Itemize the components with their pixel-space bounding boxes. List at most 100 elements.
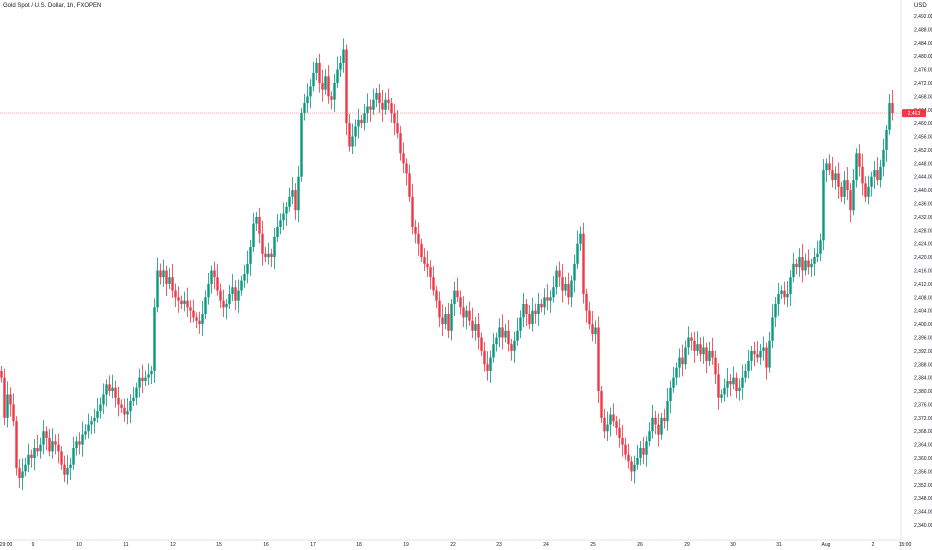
candle-body (189, 307, 192, 311)
candle-body (426, 263, 429, 268)
candle-body (858, 153, 861, 167)
candle-body (585, 293, 588, 311)
candle-body (669, 387, 672, 402)
candle-body (33, 447, 36, 459)
y-tick-label: 2,488.00 (914, 27, 932, 33)
candle-body (438, 300, 441, 318)
candle-body (735, 377, 738, 392)
candle-body (654, 417, 657, 425)
candle-body (873, 170, 876, 177)
candle-body (750, 350, 753, 361)
x-tick-label: 15:00 (899, 542, 912, 548)
candle-body (696, 344, 699, 351)
candle-body (477, 324, 480, 338)
x-tick-label: 2 (872, 542, 875, 548)
candle-body (600, 391, 603, 418)
candle-body (534, 310, 537, 315)
candle-body (546, 297, 549, 301)
candle-body (243, 273, 246, 281)
candle-body (435, 290, 438, 301)
candle-body (549, 297, 552, 301)
candle-body (825, 163, 828, 171)
candle-body (645, 441, 648, 455)
candle-body (537, 303, 540, 315)
candle-body (255, 216, 258, 224)
y-tick-label: 2,484.00 (914, 41, 932, 47)
candle-body (471, 320, 474, 331)
candle-body (141, 377, 144, 382)
candle-body (396, 123, 399, 134)
x-tick-label: Aug (822, 542, 831, 548)
candle-body (87, 424, 90, 432)
candle-body (729, 381, 732, 385)
y-tick-label: 2,380.00 (914, 389, 932, 395)
candle-body (123, 407, 126, 415)
candle-body (639, 447, 642, 459)
candle-body (105, 384, 108, 395)
candle-body (132, 397, 135, 402)
candle-body (513, 340, 516, 351)
candle-body (273, 237, 276, 258)
candle-body (465, 310, 468, 318)
candle-body (834, 173, 837, 181)
y-tick-label: 2,404.00 (914, 309, 932, 315)
candle-body (312, 72, 315, 87)
candle-body (264, 253, 267, 258)
candle-body (684, 347, 687, 365)
candle-body (267, 253, 270, 258)
candle-body (174, 290, 177, 298)
candle-body (45, 431, 48, 438)
candle-body (246, 263, 249, 274)
candle-body (261, 233, 264, 254)
candle-body (633, 464, 636, 472)
y-tick-label: 2,428.00 (914, 228, 932, 234)
candle-body (231, 287, 234, 294)
y-tick-label: 2,356.00 (914, 469, 932, 475)
candle-body (165, 270, 168, 284)
candle-body (618, 427, 621, 438)
candle-body (609, 414, 612, 425)
y-tick-label: 2,400.00 (914, 322, 932, 328)
candle-body (723, 387, 726, 395)
candle-body (843, 180, 846, 197)
candle-body (378, 93, 381, 104)
price-tag-label: 2,463 (908, 111, 921, 117)
candle-body (93, 417, 96, 422)
y-tick-label: 2,452.00 (914, 148, 932, 154)
y-tick-label: 2,456.00 (914, 135, 932, 141)
y-tick-label: 2,384.00 (914, 376, 932, 382)
candle-body (627, 454, 630, 462)
x-tick-label: 24 (543, 542, 549, 548)
candle-body (732, 377, 735, 385)
candle-body (747, 360, 750, 371)
candle-body (63, 464, 66, 475)
candle-body (870, 176, 873, 187)
candle-body (6, 394, 9, 418)
x-tick-label: 18 (356, 542, 362, 548)
candle-body (480, 337, 483, 351)
candle-body (306, 96, 309, 104)
candle-body (588, 310, 591, 325)
candle-body (777, 293, 780, 304)
y-tick-label: 2,368.00 (914, 429, 932, 435)
candle-body (12, 404, 15, 422)
x-tick-label: 22 (450, 542, 456, 548)
candle-body (459, 297, 462, 308)
candle-body (381, 103, 384, 110)
candle-body (567, 283, 570, 298)
candle-body (606, 424, 609, 432)
candle-body (147, 374, 150, 378)
candle-body (675, 367, 678, 378)
candle-body (159, 270, 162, 278)
candle-body (693, 340, 696, 351)
candle-body (795, 263, 798, 268)
candle-body (111, 387, 114, 392)
candle-body (57, 444, 60, 452)
candle-body (504, 330, 507, 338)
x-tick-label: 29 (684, 542, 690, 548)
candle-body (447, 314, 450, 331)
candle-body (405, 163, 408, 174)
y-tick-label: 2,420.00 (914, 255, 932, 261)
candle-body (816, 253, 819, 258)
